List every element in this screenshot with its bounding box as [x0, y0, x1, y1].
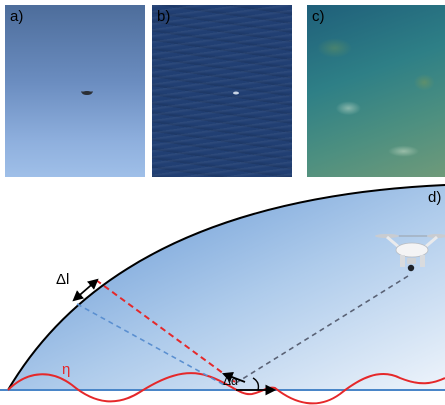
blue-reflected-ray — [76, 303, 227, 387]
red-reflected-ray — [95, 279, 236, 383]
panel-label-c: c) — [312, 8, 325, 25]
eta-label: η — [62, 361, 70, 378]
delta-alpha-label: Δα — [223, 374, 238, 388]
delta-l-arrow — [72, 278, 99, 302]
delta-l-label: Δl — [56, 271, 69, 288]
photo-panel-coastal-water: c) — [307, 5, 445, 177]
delta-alpha-angle-arc — [252, 377, 260, 391]
photo-panel-sky-with-drone: a) — [5, 5, 145, 177]
photo-panel-deep-ocean: b) — [152, 5, 292, 177]
drone-view-ray — [235, 275, 409, 384]
small-boat-speck — [233, 91, 239, 95]
panel-label-b: b) — [157, 8, 171, 25]
delta-alpha-arrow-upper — [221, 372, 246, 383]
sky-dome — [8, 185, 445, 390]
panel-label-d: d) — [428, 189, 441, 206]
panel-label-a: a) — [10, 8, 24, 25]
drone-icon — [375, 234, 445, 272]
small-drone-in-sky — [81, 91, 93, 95]
reflection-geometry-diagram: d) Δl η Δα — [0, 184, 445, 405]
wave-profile — [7, 372, 445, 405]
sky-dome-edge — [7, 184, 445, 391]
